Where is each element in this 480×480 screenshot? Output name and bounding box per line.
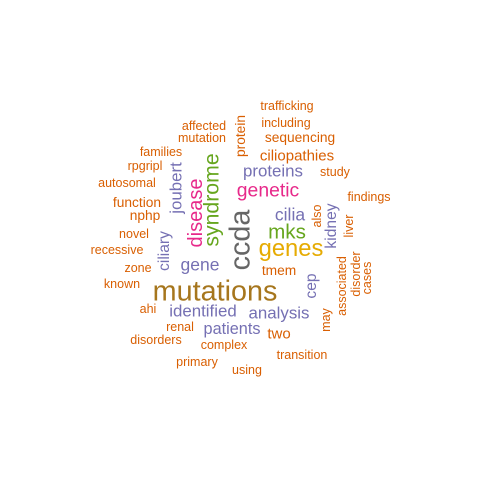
cloud-word-patients: patients	[203, 319, 261, 338]
cloud-word-sequencing: sequencing	[264, 130, 336, 146]
cloud-word-cilia: cilia	[274, 204, 306, 225]
cloud-word-genetic: genetic	[236, 179, 300, 202]
cloud-word-function: function	[112, 195, 162, 211]
cloud-word-using: using	[232, 362, 262, 377]
cloud-word-tmem: tmem	[261, 263, 297, 279]
cloud-word-mutation: mutation	[178, 130, 226, 145]
cloud-word-gene: gene	[180, 254, 220, 275]
cloud-word-ciliopathies: ciliopathies	[259, 147, 335, 165]
cloud-word-identified: identified	[169, 301, 237, 321]
cloud-word-cases: cases	[359, 261, 374, 295]
cloud-word-complex: complex	[200, 337, 248, 352]
cloud-word-known: known	[103, 276, 141, 291]
cloud-word-including: including	[261, 115, 311, 130]
cloud-word-disease: disease	[185, 178, 207, 248]
cloud-word-ciliary: ciliary	[156, 231, 174, 271]
cloud-word-transition: transition	[276, 347, 328, 362]
cloud-word-rpgripl: rpgripl	[127, 158, 163, 173]
cloud-word-ahi: ahi	[139, 301, 157, 316]
cloud-word-cep: cep	[303, 273, 321, 299]
cloud-word-autosomal: autosomal	[98, 175, 156, 190]
cloud-word-disorders: disorders	[130, 332, 182, 347]
cloud-word-associated: associated	[334, 256, 349, 316]
cloud-word-two: two	[267, 325, 291, 343]
cloud-word-study: study	[320, 164, 350, 179]
cloud-word-affected: affected	[181, 118, 227, 133]
cloud-word-findings: findings	[347, 189, 391, 204]
cloud-word-primary: primary	[176, 354, 218, 369]
cloud-word-renal: renal	[166, 319, 194, 334]
cloud-word-nphp: nphp	[129, 208, 161, 224]
cloud-word-zone: zone	[124, 260, 152, 275]
cloud-word-mutations: mutations	[152, 275, 278, 308]
cloud-word-joubert: joubert	[166, 162, 186, 214]
cloud-word-trafficking: trafficking	[260, 98, 314, 113]
cloud-word-protein: protein	[233, 114, 249, 158]
cloud-word-proteins: proteins	[243, 161, 303, 181]
cloud-word-analysis: analysis	[248, 303, 310, 323]
cloud-word-novel: novel	[119, 226, 149, 241]
cloud-word-kidney: kidney	[323, 203, 341, 249]
cloud-word-ccda: ccda	[224, 209, 257, 271]
cloud-word-genes: genes	[258, 235, 324, 263]
cloud-word-recessive: recessive	[90, 242, 144, 257]
cloud-word-liver: liver	[341, 214, 356, 238]
cloud-word-families: families	[139, 144, 183, 159]
cloud-word-mks: mks	[268, 220, 306, 244]
cloud-word-may: may	[318, 308, 333, 332]
cloud-word-also: also	[309, 204, 324, 228]
